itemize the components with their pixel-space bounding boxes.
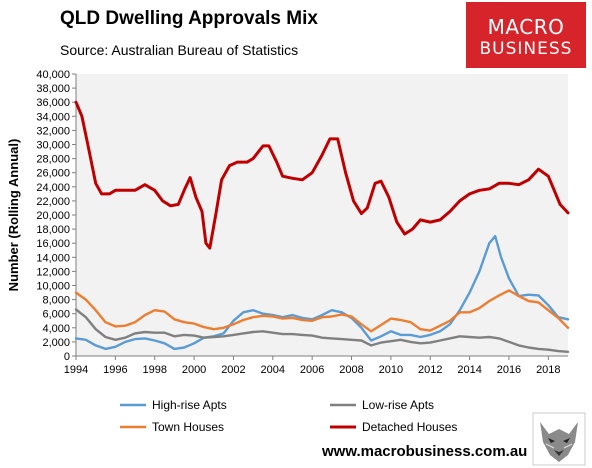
y-axis: 0 2,000 4,000 6,000 8,000 10,000 12,000 14,000 1… bbox=[36, 69, 77, 363]
x-tick-label: 2004 bbox=[261, 364, 285, 376]
y-tick-label: 38,000 bbox=[36, 83, 70, 95]
x-tick-label: 2008 bbox=[339, 364, 363, 376]
x-tick-label: 1996 bbox=[103, 364, 127, 376]
series-line-town-houses bbox=[74, 289, 570, 333]
x-tick-label: 2002 bbox=[221, 364, 245, 376]
series-line-high-rise-apts bbox=[74, 235, 570, 351]
series-line-detached-houses bbox=[74, 100, 570, 250]
y-tick-label: 0 bbox=[64, 351, 70, 363]
x-tick-label: 2000 bbox=[182, 364, 206, 376]
y-tick-label: 40,000 bbox=[36, 69, 70, 81]
x-tick-label: 2016 bbox=[497, 364, 521, 376]
y-tick-label: 36,000 bbox=[36, 97, 70, 109]
chart-title: QLD Dwelling Approvals Mix bbox=[60, 8, 318, 29]
legend-label-high-rise-apts: High-rise Apts bbox=[152, 398, 227, 412]
y-tick-label: 14,000 bbox=[36, 252, 70, 264]
y-tick-label: 18,000 bbox=[36, 224, 70, 236]
x-tick-label: 2010 bbox=[379, 364, 403, 376]
y-tick-label: 2,000 bbox=[42, 337, 70, 349]
wolf-icon bbox=[532, 412, 586, 466]
legend-label-detached-houses: Detached Houses bbox=[362, 420, 457, 434]
y-tick-label: 30,000 bbox=[36, 140, 70, 152]
x-tick-label: 1994 bbox=[64, 364, 88, 376]
x-axis: 1994 1996 1998 2000 2002 2004 2006 2008 2010 2012… bbox=[64, 355, 568, 376]
x-tick-label: 2006 bbox=[300, 364, 324, 376]
y-tick-label: 32,000 bbox=[36, 125, 70, 137]
y-tick-label: 24,000 bbox=[36, 182, 70, 194]
y-axis-label: Number (Rolling Annual) bbox=[6, 139, 21, 292]
legend: High-rise Apts Low-rise Apts Town Houses De… bbox=[120, 398, 457, 434]
series-lines bbox=[74, 100, 570, 353]
y-tick-label: 28,000 bbox=[36, 154, 70, 166]
y-tick-label: 16,000 bbox=[36, 238, 70, 250]
y-tick-label: 6,000 bbox=[42, 309, 70, 321]
logo-line-1: MACRO bbox=[487, 15, 565, 39]
chart-subtitle: Source: Australian Bureau of Statistics bbox=[60, 42, 299, 58]
y-tick-label: 8,000 bbox=[42, 295, 70, 307]
x-tick-label: 2014 bbox=[457, 364, 481, 376]
y-tick-label: 10,000 bbox=[36, 281, 70, 293]
y-tick-label: 12,000 bbox=[36, 266, 70, 278]
plot-area bbox=[76, 74, 568, 356]
series-line-low-rise-apts bbox=[74, 308, 570, 353]
x-tick-label: 1998 bbox=[142, 364, 166, 376]
y-tick-label: 22,000 bbox=[36, 196, 70, 208]
legend-label-low-rise-apts: Low-rise Apts bbox=[362, 398, 434, 412]
logo-line-2: BUSINESS bbox=[479, 39, 573, 59]
macrobusiness-logo: MACRO BUSINESS bbox=[466, 2, 586, 68]
x-tick-label: 2018 bbox=[536, 364, 560, 376]
y-tick-label: 26,000 bbox=[36, 168, 70, 180]
legend-label-town-houses: Town Houses bbox=[152, 420, 224, 434]
footer-url: www.macrobusiness.com.au bbox=[322, 443, 528, 460]
y-tick-label: 4,000 bbox=[42, 323, 70, 335]
x-tick-label: 2012 bbox=[418, 364, 442, 376]
y-tick-label: 34,000 bbox=[36, 111, 70, 123]
y-tick-label: 20,000 bbox=[36, 210, 70, 222]
